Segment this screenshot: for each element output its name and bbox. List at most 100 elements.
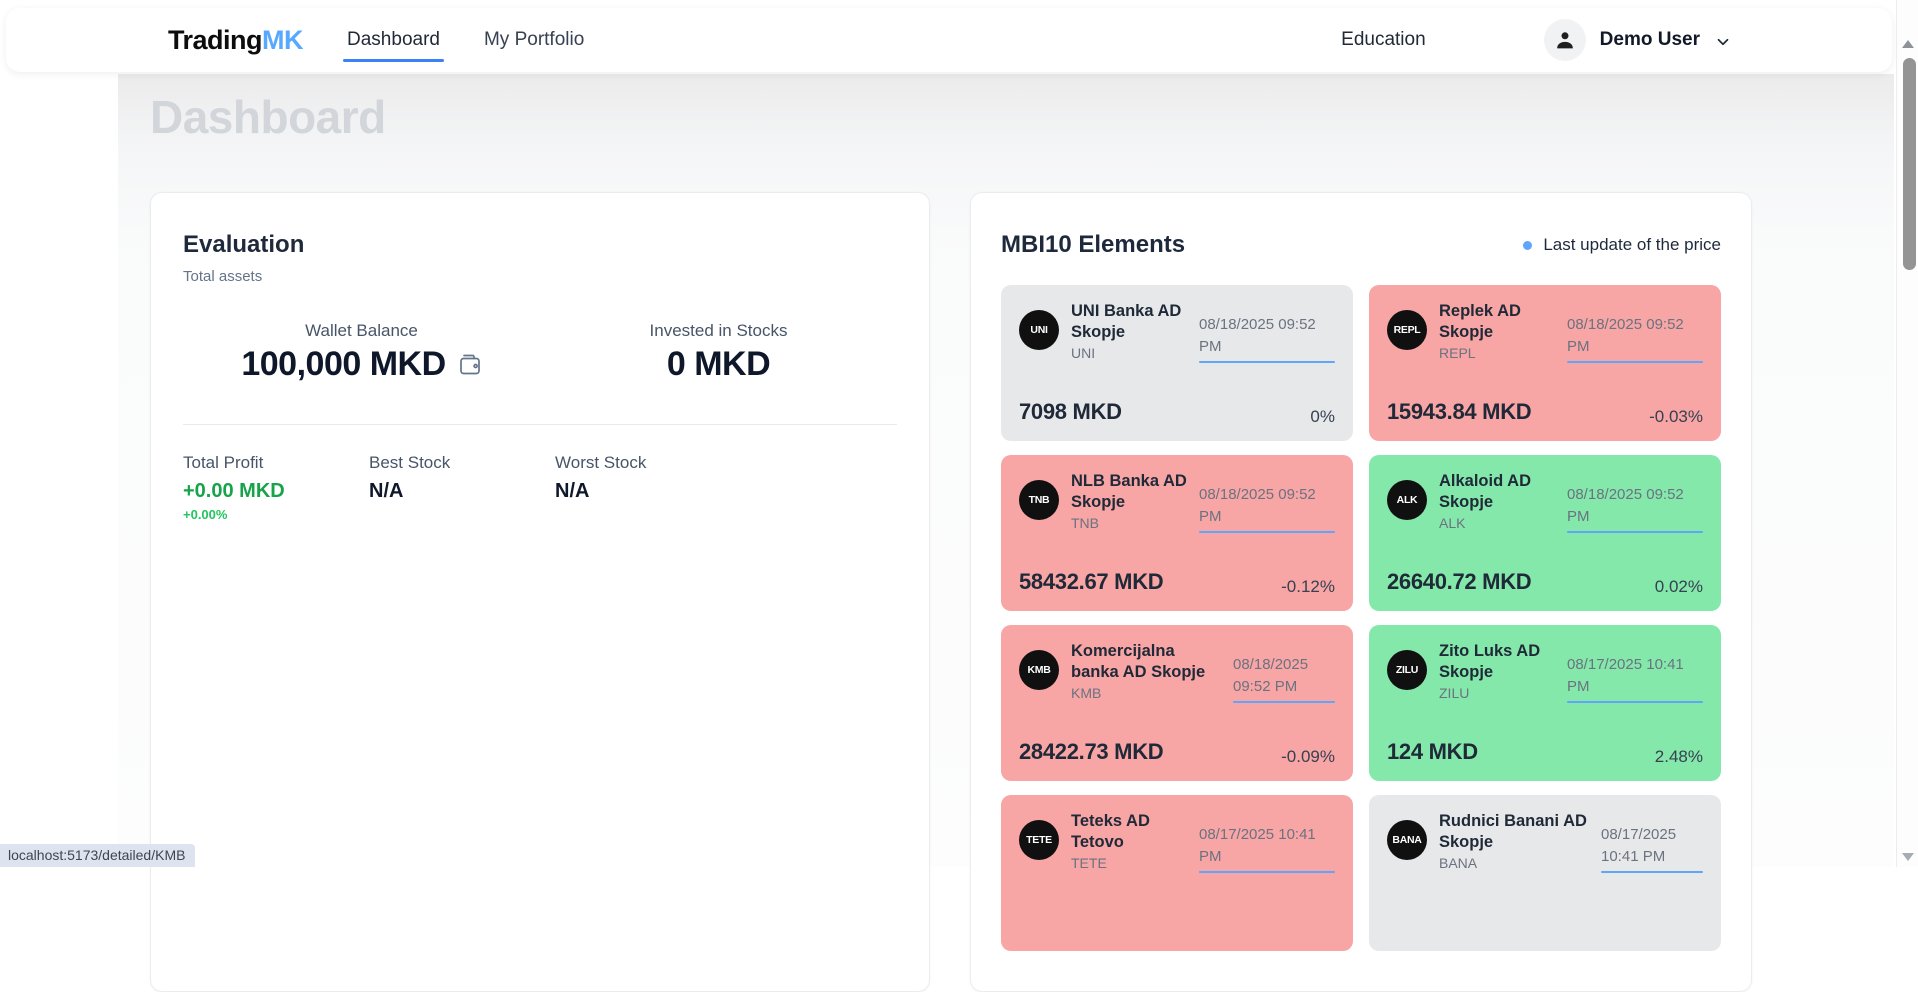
nav-link-education[interactable]: Education (1341, 29, 1426, 51)
stock-date-box: 08/17/2025 10:41 PM (1567, 654, 1703, 703)
stock-change-percent: -0.03% (1649, 407, 1703, 427)
brand-logo[interactable]: TradingMK (168, 25, 303, 56)
stock-card-bottom: 124 MKD 2.48% (1387, 739, 1703, 767)
stock-date-box: 08/18/2025 09:52 PM (1199, 484, 1335, 533)
total-profit-percent: +0.00% (183, 507, 369, 522)
worst-stock-value: N/A (555, 480, 741, 503)
stock-card-bottom (1387, 935, 1703, 937)
tab-my-portfolio[interactable]: My Portfolio (482, 21, 586, 60)
stock-card[interactable]: ALK Alkaloid AD Skopje ALK 08/18/2025 09… (1369, 455, 1721, 611)
best-stock-label: Best Stock (369, 453, 555, 473)
evaluation-bottom-stats: Total Profit +0.00 MKD +0.00% Best Stock… (183, 453, 897, 522)
stock-card[interactable]: BANA Rudnici Banani AD Skopje BANA 08/17… (1369, 795, 1721, 951)
stock-card-top: ALK Alkaloid AD Skopje ALK 08/18/2025 09… (1387, 471, 1703, 533)
stock-price: 124 MKD (1387, 739, 1478, 765)
evaluation-top-stats: Wallet Balance 100,000 MKD Invested in S… (183, 321, 897, 384)
date-underline (1199, 871, 1335, 873)
user-name: Demo User (1600, 29, 1700, 51)
stock-ticker: ZILU (1439, 685, 1555, 701)
link-preview-statusbar: localhost:5173/detailed/KMB (0, 844, 195, 867)
mbi10-title: MBI10 Elements (1001, 231, 1185, 259)
stock-name-block: NLB Banka AD Skopje TNB (1071, 471, 1187, 533)
stock-ticker: BANA (1439, 855, 1589, 871)
stock-card[interactable]: TNB NLB Banka AD Skopje TNB 08/18/2025 0… (1001, 455, 1353, 611)
page-title: Dashboard (150, 90, 386, 144)
stock-change-percent: 0% (1310, 407, 1335, 427)
date-underline (1567, 701, 1703, 703)
worst-stock-stat: Worst Stock N/A (555, 453, 741, 522)
stock-price: 7098 MKD (1019, 399, 1122, 425)
stock-ticker: REPL (1439, 345, 1555, 361)
stock-ticker: KMB (1071, 685, 1221, 701)
stock-name-block: Replek AD Skopje REPL (1439, 301, 1555, 363)
stock-last-update: 08/18/2025 09:52 PM (1567, 314, 1703, 358)
date-underline (1199, 531, 1335, 533)
total-profit-label: Total Profit (183, 453, 369, 473)
stock-price: 58432.67 MKD (1019, 569, 1163, 595)
legend-dot-icon (1523, 241, 1532, 250)
date-underline (1567, 361, 1703, 363)
stock-date-box: 08/17/2025 10:41 PM (1199, 824, 1335, 873)
stock-name-block: UNI Banka AD Skopje UNI (1071, 301, 1187, 363)
stock-badge: TNB (1019, 480, 1059, 520)
stock-card[interactable]: REPL Replek AD Skopje REPL 08/18/2025 09… (1369, 285, 1721, 441)
stock-name: Alkaloid AD Skopje (1439, 471, 1555, 512)
stock-last-update: 08/18/2025 09:52 PM (1199, 314, 1335, 358)
stock-card[interactable]: KMB Komercijalna banka AD Skopje KMB 08/… (1001, 625, 1353, 781)
mbi10-header: MBI10 Elements Last update of the price (1001, 231, 1721, 259)
stock-ticker: TETE (1071, 855, 1187, 871)
stock-card-bottom: 26640.72 MKD 0.02% (1387, 569, 1703, 597)
stock-card-bottom (1019, 935, 1335, 937)
date-underline (1199, 361, 1335, 363)
stock-date-box: 08/17/2025 10:41 PM (1601, 824, 1703, 873)
evaluation-divider (183, 424, 897, 425)
invested-value: 0 MKD (667, 345, 770, 384)
navbar: TradingMK Dashboard My Portfolio Educati… (6, 8, 1892, 72)
stock-last-update: 08/18/2025 09:52 PM (1233, 654, 1335, 698)
stock-date-box: 08/18/2025 09:52 PM (1567, 484, 1703, 533)
stock-name: Komercijalna banka AD Skopje (1071, 641, 1221, 682)
stock-date-box: 08/18/2025 09:52 PM (1233, 654, 1335, 703)
stock-card-top: KMB Komercijalna banka AD Skopje KMB 08/… (1019, 641, 1335, 703)
avatar (1544, 19, 1586, 61)
stock-card-bottom: 7098 MKD 0% (1019, 399, 1335, 427)
stock-change-percent: 2.48% (1655, 747, 1703, 767)
stock-badge: TETE (1019, 820, 1059, 860)
stock-card-top: TNB NLB Banka AD Skopje TNB 08/18/2025 0… (1019, 471, 1335, 533)
evaluation-subtitle: Total assets (183, 268, 897, 285)
stock-name-block: Teteks AD Tetovo TETE (1071, 811, 1187, 873)
tab-dashboard[interactable]: Dashboard (345, 21, 442, 60)
stock-card[interactable]: UNI UNI Banka AD Skopje UNI 08/18/2025 0… (1001, 285, 1353, 441)
scrollbar-thumb[interactable] (1903, 58, 1916, 270)
scroll-up-arrow-icon[interactable] (1902, 40, 1914, 48)
stock-card[interactable]: TETE Teteks AD Tetovo TETE 08/17/2025 10… (1001, 795, 1353, 951)
stock-badge: REPL (1387, 310, 1427, 350)
person-icon (1553, 28, 1577, 52)
vertical-scrollbar[interactable] (1896, 0, 1918, 867)
stock-name: Zito Luks AD Skopje (1439, 641, 1555, 682)
stock-change-percent: -0.12% (1281, 577, 1335, 597)
stock-ticker: UNI (1071, 345, 1187, 361)
stock-last-update: 08/18/2025 09:52 PM (1567, 484, 1703, 528)
worst-stock-label: Worst Stock (555, 453, 741, 473)
stock-change-percent: -0.09% (1281, 747, 1335, 767)
stock-card-bottom: 58432.67 MKD -0.12% (1019, 569, 1335, 597)
stock-name: Teteks AD Tetovo (1071, 811, 1187, 852)
stock-card-bottom: 15943.84 MKD -0.03% (1387, 399, 1703, 427)
price-update-legend: Last update of the price (1523, 235, 1721, 255)
main-nav: Dashboard My Portfolio (345, 21, 586, 60)
scroll-down-arrow-icon[interactable] (1902, 853, 1914, 861)
date-underline (1601, 871, 1703, 873)
stock-card-top: TETE Teteks AD Tetovo TETE 08/17/2025 10… (1019, 811, 1335, 873)
wallet-balance-stat: Wallet Balance 100,000 MKD (183, 321, 540, 384)
stock-badge: ALK (1387, 480, 1427, 520)
stock-price: 26640.72 MKD (1387, 569, 1531, 595)
total-profit-value: +0.00 MKD (183, 480, 369, 503)
stock-grid: UNI UNI Banka AD Skopje UNI 08/18/2025 0… (1001, 285, 1721, 951)
stock-name-block: Rudnici Banani AD Skopje BANA (1439, 811, 1589, 873)
stock-ticker: TNB (1071, 515, 1187, 531)
stock-card[interactable]: ZILU Zito Luks AD Skopje ZILU 08/17/2025… (1369, 625, 1721, 781)
stock-name: UNI Banka AD Skopje (1071, 301, 1187, 342)
user-menu[interactable]: Demo User (1544, 19, 1732, 61)
stock-card-top: UNI UNI Banka AD Skopje UNI 08/18/2025 0… (1019, 301, 1335, 363)
